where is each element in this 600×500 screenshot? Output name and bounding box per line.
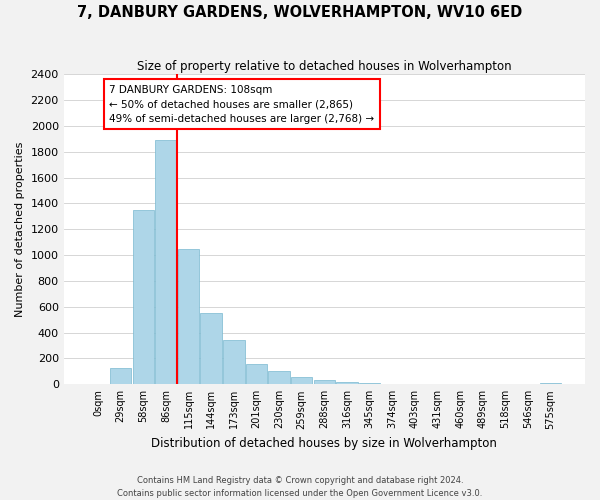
Bar: [178, 248, 199, 384]
Text: 7 DANBURY GARDENS: 108sqm
← 50% of detached houses are smaller (2,865)
49% of se: 7 DANBURY GARDENS: 108sqm ← 50% of detac…: [109, 84, 374, 124]
Bar: [223, 340, 245, 384]
Bar: [110, 368, 131, 384]
Title: Size of property relative to detached houses in Wolverhampton: Size of property relative to detached ho…: [137, 60, 512, 73]
Bar: [246, 364, 267, 384]
Text: 7, DANBURY GARDENS, WOLVERHAMPTON, WV10 6ED: 7, DANBURY GARDENS, WOLVERHAMPTON, WV10 …: [77, 5, 523, 20]
Bar: [314, 380, 335, 384]
Bar: [268, 370, 290, 384]
Bar: [291, 376, 313, 384]
Bar: [359, 383, 380, 384]
Text: Contains HM Land Registry data © Crown copyright and database right 2024.
Contai: Contains HM Land Registry data © Crown c…: [118, 476, 482, 498]
Bar: [155, 140, 177, 384]
Bar: [336, 382, 358, 384]
X-axis label: Distribution of detached houses by size in Wolverhampton: Distribution of detached houses by size …: [151, 437, 497, 450]
Bar: [133, 210, 154, 384]
Y-axis label: Number of detached properties: Number of detached properties: [15, 142, 25, 317]
Bar: [200, 313, 222, 384]
